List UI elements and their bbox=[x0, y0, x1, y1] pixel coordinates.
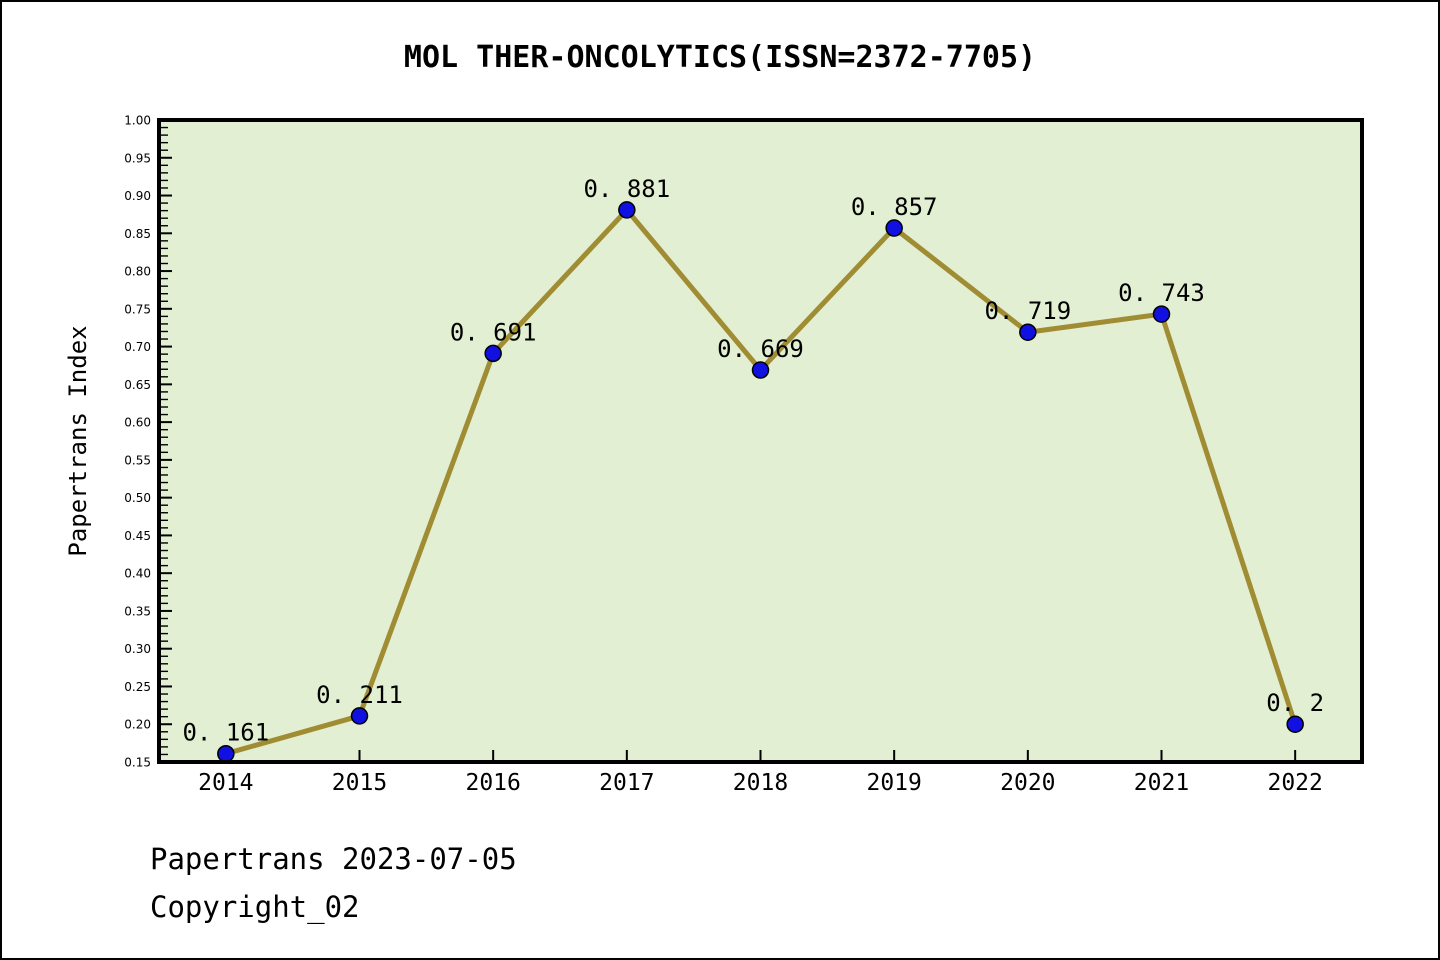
plot-area bbox=[159, 120, 1362, 762]
data-point-label: 0. 161 bbox=[182, 719, 269, 747]
data-point bbox=[1019, 323, 1037, 341]
data-point bbox=[751, 361, 770, 379]
data-point bbox=[217, 744, 235, 763]
y-tick-label: 0.65 bbox=[124, 378, 151, 392]
y-tick-label: 0.60 bbox=[124, 416, 151, 430]
y-tick-label: 0.15 bbox=[124, 756, 151, 770]
y-tick-label: 0.30 bbox=[124, 642, 151, 656]
x-tick-label: 2020 bbox=[1000, 770, 1055, 796]
data-point-label: 0. 719 bbox=[984, 297, 1071, 325]
data-point-label: 0. 743 bbox=[1118, 279, 1205, 307]
footer-copyright: Copyright_02 bbox=[150, 890, 360, 924]
y-tick-label: 0.50 bbox=[124, 491, 151, 505]
y-tick-label: 0.75 bbox=[124, 302, 151, 316]
data-point bbox=[1286, 715, 1304, 733]
chart-title: MOL THER-ONCOLYTICS(ISSN=2372-7705) bbox=[403, 40, 1037, 75]
x-tick-label: 2022 bbox=[1267, 770, 1322, 796]
y-tick-label: 0.25 bbox=[124, 680, 151, 694]
y-tick-label: 0.20 bbox=[124, 718, 151, 732]
data-point bbox=[618, 201, 636, 219]
y-tick-label: 0.90 bbox=[124, 189, 151, 203]
y-tick-label: 0.40 bbox=[124, 567, 151, 581]
y-tick-label: 0.80 bbox=[124, 265, 151, 279]
data-point-label: 0. 691 bbox=[450, 318, 537, 346]
data-point bbox=[350, 707, 369, 725]
data-point bbox=[1152, 305, 1171, 323]
data-point-label: 0. 881 bbox=[583, 175, 670, 203]
y-tick-label: 0.45 bbox=[124, 529, 151, 543]
x-tick-label: 2014 bbox=[198, 770, 253, 796]
x-tick-label: 2015 bbox=[332, 770, 387, 796]
y-tick-label: 0.85 bbox=[124, 227, 151, 241]
y-tick-label: 0.70 bbox=[124, 340, 151, 354]
y-tick-label: 0.95 bbox=[124, 151, 151, 165]
x-tick-label: 2021 bbox=[1134, 770, 1189, 796]
y-tick-label: 0.35 bbox=[124, 604, 151, 618]
data-point-label: 0. 857 bbox=[851, 193, 938, 221]
data-point-label: 0. 211 bbox=[316, 681, 403, 709]
x-tick-label: 2016 bbox=[465, 770, 520, 796]
y-tick-label: 0.55 bbox=[124, 453, 151, 467]
y-tick-label: 1.00 bbox=[124, 114, 151, 128]
data-point-label: 0. 669 bbox=[717, 335, 804, 363]
footer-date: Papertrans 2023-07-05 bbox=[150, 842, 517, 876]
data-point-label: 0. 2 bbox=[1266, 689, 1324, 717]
plot-frame bbox=[157, 118, 1364, 764]
data-point bbox=[484, 344, 502, 363]
x-tick-label: 2019 bbox=[866, 770, 921, 796]
data-point bbox=[885, 219, 903, 237]
x-tick-label: 2017 bbox=[599, 770, 654, 796]
x-tick-label: 2018 bbox=[733, 770, 788, 796]
